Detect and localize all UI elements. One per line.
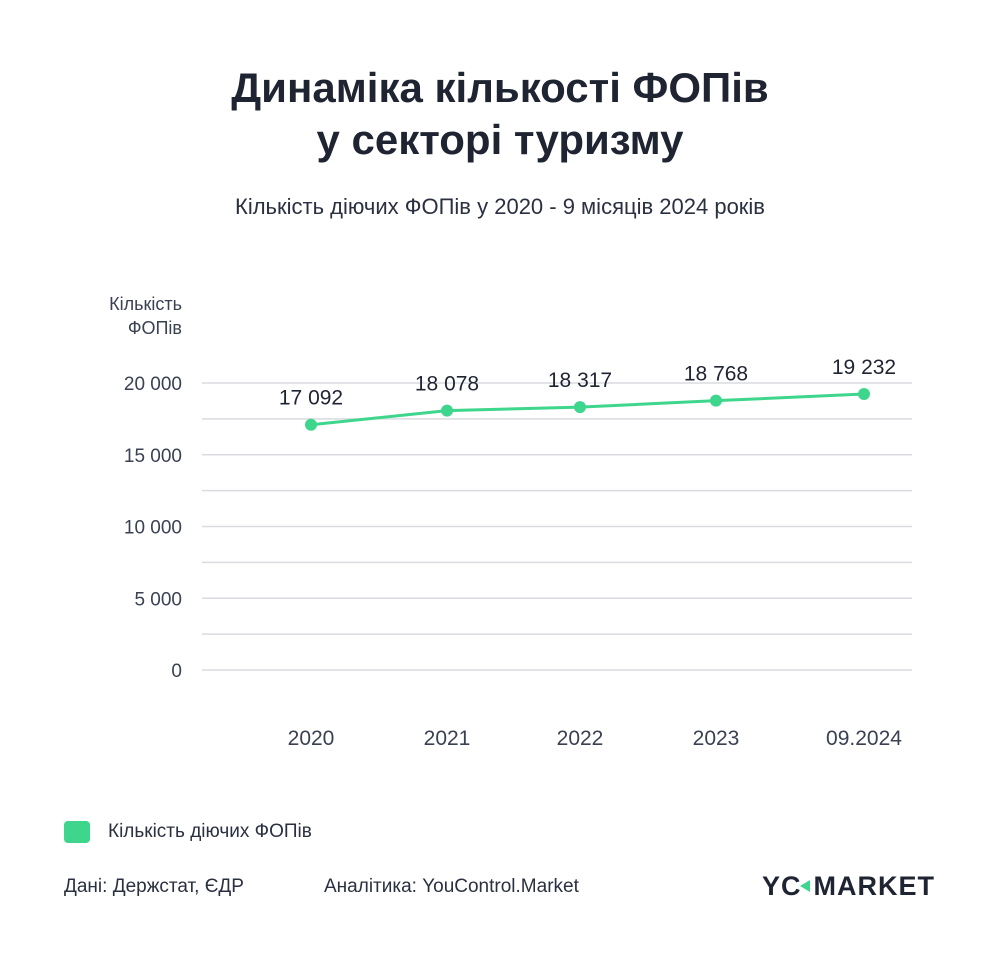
y-tick-label: 20 000	[124, 374, 182, 395]
x-tick-label: 2023	[693, 727, 740, 750]
y-axis-label: Кількість ФОПів	[60, 292, 182, 340]
data-point	[574, 401, 586, 414]
x-tick-label: 09.2024	[826, 727, 902, 750]
logo-mark: YC	[762, 870, 802, 901]
y-tick-label: 10 000	[124, 518, 182, 539]
y-axis-label-line2: ФОПів	[127, 318, 182, 338]
legend-swatch	[64, 821, 90, 843]
data-point	[305, 418, 317, 431]
x-tick-label: 2022	[557, 727, 604, 750]
data-label: 17 092	[279, 387, 343, 410]
data-label: 18 768	[684, 363, 748, 386]
data-label: 19 232	[832, 356, 896, 379]
chart-title-line2: у секторі туризму	[316, 116, 684, 163]
data-point	[858, 388, 870, 401]
y-axis-label-line1: Кількість	[109, 294, 182, 314]
series-line	[310, 392, 865, 427]
legend-label: Кількість діючих ФОПів	[108, 821, 312, 842]
chart-title: Динаміка кількості ФОПів у секторі туриз…	[0, 62, 1000, 166]
analytics-credit: Аналітика: YouControl.Market	[324, 876, 579, 897]
y-tick-label: 15 000	[124, 446, 182, 467]
data-source: Дані: Держстат, ЄДР	[64, 876, 244, 897]
x-tick-label: 2020	[288, 727, 335, 750]
legend: Кількість діючих ФОПів	[64, 820, 312, 844]
data-point	[710, 394, 722, 407]
logo: YC MARKET	[762, 870, 935, 902]
logo-chevron-icon	[799, 880, 810, 892]
chart-title-line1: Динаміка кількості ФОПів	[231, 64, 769, 111]
y-tick-label: 5 000	[134, 589, 182, 610]
data-label: 18 078	[415, 373, 479, 396]
data-point	[441, 404, 453, 417]
x-tick-label: 2021	[424, 727, 471, 750]
data-label: 18 317	[548, 369, 612, 392]
y-tick-label: 0	[171, 661, 182, 682]
chart-subtitle: Кількість діючих ФОПів у 2020 - 9 місяці…	[235, 194, 765, 219]
logo-text: MARKET	[813, 870, 936, 901]
